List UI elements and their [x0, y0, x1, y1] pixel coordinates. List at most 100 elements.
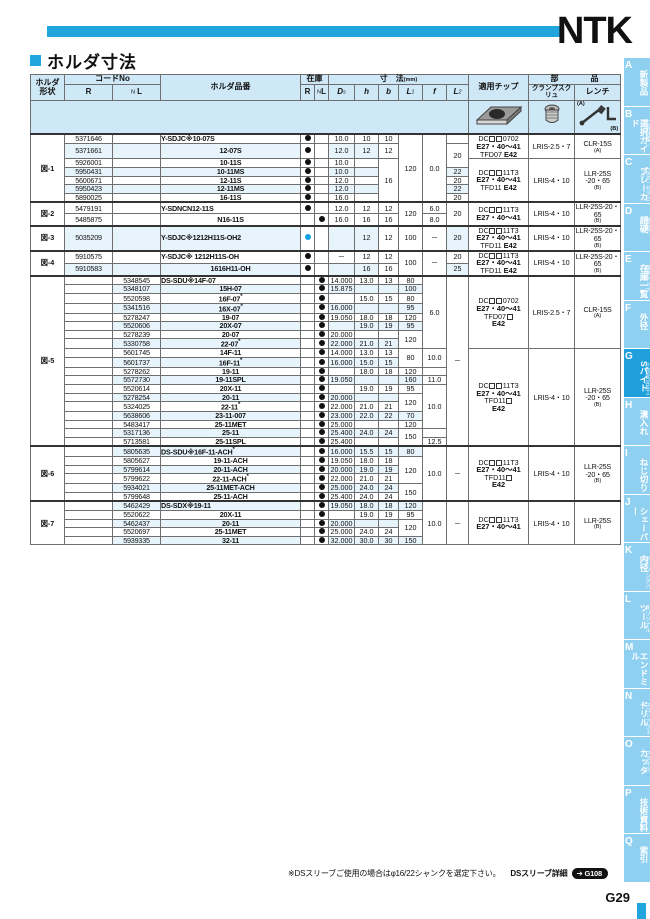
- cell-code-r: [64, 284, 113, 294]
- cell-d: 10.0: [328, 167, 356, 177]
- cell-code-l: [111, 142, 162, 160]
- cell-stock-l: [314, 329, 330, 340]
- cell-h: [354, 167, 380, 177]
- footer-link-pill[interactable]: ➔ G108: [572, 868, 608, 879]
- blank-box-icon: [489, 227, 496, 234]
- cell-d: 25.000: [328, 527, 356, 537]
- heading-square-icon: [30, 55, 41, 66]
- blank-box-icon: [496, 516, 503, 523]
- cell-h: 18.0: [354, 366, 380, 377]
- cell-stock-l: [314, 249, 330, 264]
- rail-tab-letter: K: [625, 545, 633, 557]
- stock-dot: [318, 294, 325, 301]
- cell-stock-l: [314, 491, 330, 502]
- chip-line-1: DC 11T3: [478, 457, 519, 467]
- cell-b: 30: [378, 535, 400, 546]
- wrench-a-label: (A): [577, 101, 585, 107]
- cell-code-l: 5278254: [111, 392, 162, 403]
- cell-product: 25-11MET: [160, 527, 302, 537]
- cell-product: DS-SDU※16F-11-ACH*: [160, 445, 302, 458]
- blank-box-icon: [489, 169, 496, 176]
- wrench-sub-label: (B): [593, 242, 602, 249]
- stock-dot: [318, 349, 325, 356]
- stock-dot: [318, 330, 325, 337]
- cell-code-l: [111, 262, 162, 277]
- rail-tab-o[interactable]: O カッタ フライス: [624, 737, 650, 786]
- stock-dot: [318, 285, 325, 292]
- cell-code-l: [111, 158, 162, 169]
- cell-shape: 図-6: [30, 445, 65, 502]
- cell-l1: 150: [398, 483, 424, 502]
- rail-tab-m[interactable]: M エンドミル: [624, 640, 650, 689]
- cell-stock-l: [314, 338, 330, 350]
- rail-tab-label: カッタ: [639, 749, 649, 775]
- rail-tab-label: 外径: [639, 312, 649, 330]
- cell-product: 1616H11-OH: [160, 262, 302, 277]
- cell-d: 23.000: [328, 411, 356, 421]
- stock-dot: [318, 385, 325, 391]
- clamp-screw-icon: [528, 100, 576, 135]
- cell-chip: DC 0702 E27・40～41 TFD07 E42: [468, 133, 530, 160]
- cell-stock-r: [300, 366, 316, 377]
- th-wrench: レンチ: [574, 84, 622, 101]
- rail-tab-e[interactable]: E 在庫一覧 標準チップ: [624, 252, 650, 301]
- cell-product: Y-SDJC※10-07S: [160, 133, 302, 144]
- cell-d: 16.000: [328, 302, 356, 314]
- rail-tab-label: ねじ切り: [639, 458, 649, 493]
- cell-stock-l: [314, 213, 330, 226]
- stock-dot: [304, 135, 311, 142]
- chip-line-4: E42: [491, 319, 506, 329]
- cell-f: 0.0: [422, 133, 448, 203]
- rail-tab-q[interactable]: Q 索引: [624, 834, 650, 883]
- cell-code-r: [64, 428, 113, 438]
- cell-code-r: [64, 436, 113, 447]
- cell-stock-l: [314, 184, 330, 194]
- table-row: 5939335 32-11 32.000 30.0 30 150: [31, 535, 621, 546]
- cell-stock-l: [314, 224, 330, 252]
- th-code-l: N L: [111, 84, 162, 101]
- rail-tab-c[interactable]: C ブレーカ CBN・セラミック: [624, 155, 650, 204]
- rail-tab-k[interactable]: K 内径 ボーリングバー: [624, 543, 650, 592]
- cell-b: 15: [378, 356, 400, 368]
- blank-box-icon: [489, 207, 496, 214]
- cell-stock-l: [314, 384, 330, 394]
- cell-stock-r: [300, 302, 316, 314]
- rail-tab-letter: F: [625, 302, 632, 314]
- cell-l2: －: [446, 274, 470, 447]
- cell-f: －: [422, 249, 448, 277]
- cell-stock-l: [314, 167, 330, 177]
- rail-tab-p[interactable]: P 技術資料: [624, 785, 650, 835]
- table-row: 5278247 19-07 19.050 18.0 18 120: [31, 312, 621, 323]
- rail-tab-b[interactable]: B 選択ガイド 工具材種・: [624, 106, 650, 156]
- cell-b: 13: [378, 274, 400, 286]
- cell-l1: 120: [398, 518, 424, 537]
- rail-tab-h[interactable]: H 溝入れ: [624, 397, 650, 447]
- table-row: 図-7 5462429 DS-SDX※19-11 19.050 18.0 18 120 10.…: [30, 500, 622, 546]
- chip-line-1: DC 11T3: [478, 250, 519, 260]
- cell-stock-l: [314, 356, 330, 368]
- cell-stock-l: [314, 436, 330, 447]
- stock-dot: [318, 376, 325, 383]
- rail-tab-letter: E: [625, 254, 632, 266]
- cell-b: [378, 302, 400, 314]
- table-row: 図-4 5910575 Y-SDJC※ 1212H11S-OH － 12 12 100 － 20…: [30, 249, 622, 277]
- cell-code-r: 5890025: [64, 192, 113, 203]
- table-row: 5601745 14F-11 14.000 13.0 13 80 10.0 DC 11T3 E27…: [31, 348, 622, 447]
- rail-tab-i[interactable]: I ねじ切り: [624, 446, 650, 495]
- table-row: 5348107 15H-07 15.875 100: [31, 284, 621, 294]
- rail-tab-g[interactable]: G Sバイト 小物部品加工: [624, 349, 650, 398]
- cell-code-l: 5520622: [111, 510, 162, 520]
- cell-stock-r: [300, 473, 316, 485]
- rail-tab-f[interactable]: F 外径: [624, 300, 650, 350]
- rail-tab-sublabel: CBN・セラミック: [638, 168, 650, 202]
- chip-line-1: DC 11T3: [478, 167, 519, 177]
- stock-dot: [318, 502, 325, 509]
- th-f: f: [422, 84, 448, 101]
- rail-tab-d[interactable]: D 超硬 微粒子: [624, 203, 650, 253]
- rail-tab-j[interactable]: J シェーバー: [624, 494, 650, 544]
- rail-tab-a[interactable]: A 新製品: [624, 58, 650, 107]
- cell-b: 22: [378, 411, 400, 421]
- rail-tab-n[interactable]: N ドリル スローアウェイ: [624, 688, 650, 738]
- rail-tab-l[interactable]: L ツール オリジナル: [624, 591, 650, 641]
- rail-tab-letter: B: [625, 108, 633, 120]
